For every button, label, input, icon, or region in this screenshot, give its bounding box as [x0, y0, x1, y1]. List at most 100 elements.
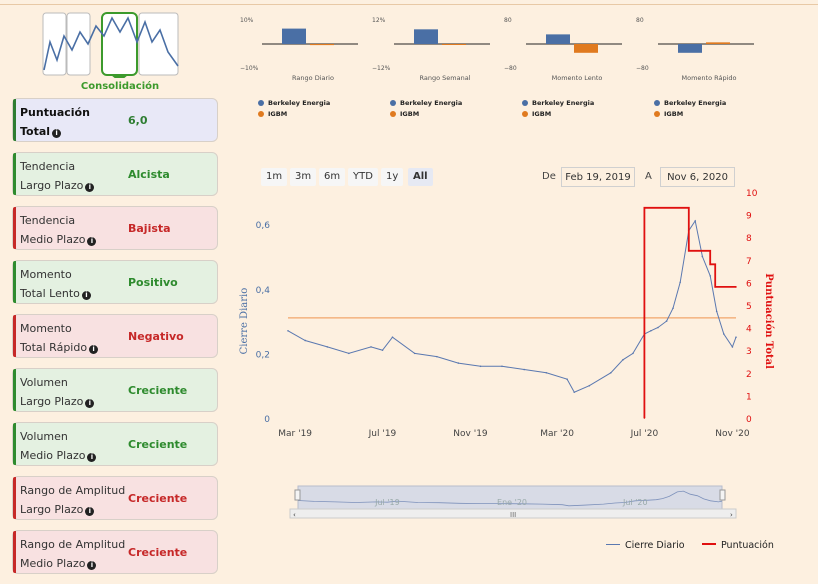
range-button-ytd[interactable]: YTD [348, 168, 378, 186]
scroll-left-arrow[interactable]: ‹ [293, 511, 296, 519]
x-tick-label: Jul '20 [630, 429, 659, 439]
legend-item[interactable]: IGBM [258, 109, 330, 120]
price-point [632, 352, 634, 355]
legend-dot [654, 100, 660, 106]
score-point [687, 249, 690, 252]
mini-bar [546, 34, 570, 44]
range-button-3m[interactable]: 3m [290, 168, 317, 186]
info-icon[interactable]: i [87, 561, 97, 570]
mini-legend: Berkeley Energia IGBM [522, 98, 594, 120]
card-accent-bar [13, 531, 16, 573]
card-accent-bar [13, 315, 16, 357]
info-icon[interactable]: i [85, 183, 95, 192]
legend-score-swatch [702, 543, 716, 545]
price-point [566, 378, 568, 381]
score-point [709, 263, 712, 266]
score-card[interactable]: Rango de Amplitud Medio Plazo i Creciente [12, 530, 218, 574]
info-icon[interactable]: i [85, 399, 95, 408]
range-button-6m[interactable]: 6m [319, 168, 346, 186]
navigator-handle-left[interactable] [294, 489, 301, 501]
card-line2: Medio Plazo i [20, 557, 97, 570]
mini-ytick-top: 80 [504, 17, 512, 24]
y-tick-label: 0,6 [256, 221, 271, 231]
to-date-input[interactable]: Nov 6, 2020 [660, 167, 735, 187]
y2-tick-label: 7 [746, 257, 752, 267]
score-card[interactable]: Tendencia Medio Plazo i Bajista [12, 206, 218, 250]
legend-series-a: Berkeley Energia [664, 99, 727, 107]
card-line1: Tendencia [20, 160, 76, 173]
top-divider [0, 4, 818, 5]
navigator-label: Jul '20 [622, 498, 648, 507]
score-card[interactable]: Momento Total Lento i Positivo [12, 260, 218, 304]
score-card[interactable]: Volumen Medio Plazo i Creciente [12, 422, 218, 466]
y2-tick-label: 5 [746, 302, 752, 312]
info-icon[interactable]: i [89, 345, 99, 354]
legend-item[interactable]: Berkeley Energia [258, 98, 330, 109]
range-button-1y[interactable]: 1y [381, 168, 404, 186]
mini-bar [678, 44, 702, 53]
price-point [501, 365, 503, 368]
price-point [370, 346, 372, 348]
score-card[interactable]: Tendencia Largo Plazo i Alcista [12, 152, 218, 196]
navigator-mask[interactable] [297, 485, 723, 513]
legend-score[interactable]: Puntuación [702, 540, 774, 551]
price-point [326, 346, 329, 348]
card-accent-bar [13, 207, 16, 249]
mini-ytick-bottom: −80 [636, 65, 649, 72]
from-label: De [542, 171, 556, 182]
scroll-right-arrow[interactable]: › [730, 511, 733, 519]
price-point [545, 371, 548, 374]
score-card[interactable]: Rango de Amplitud Largo Plazo i Creciente [12, 476, 218, 520]
mini-legend: Berkeley Energia IGBM [390, 98, 462, 120]
navigator-handle-right[interactable] [719, 489, 726, 501]
legend-series-b: IGBM [532, 110, 552, 118]
legend-item[interactable]: IGBM [390, 109, 462, 120]
mini-ytick-top: 12% [372, 17, 386, 24]
card-value: Negativo [128, 330, 184, 343]
price-point [731, 346, 734, 348]
price-point [723, 333, 725, 335]
x-tick-label: Mar '20 [540, 429, 574, 439]
from-date-input[interactable]: Feb 19, 2019 [561, 167, 635, 187]
navigator-series [297, 490, 723, 507]
info-icon[interactable]: i [52, 129, 62, 138]
info-icon[interactable]: i [85, 507, 95, 516]
price-point [588, 384, 591, 387]
info-icon[interactable]: i [81, 291, 91, 300]
card-line2-text: Largo Plazo [20, 179, 84, 192]
price-point [694, 220, 697, 222]
legend-dot [390, 111, 396, 117]
legend-item[interactable]: IGBM [654, 109, 726, 120]
y2-tick-label: 6 [746, 279, 752, 289]
legend-price-label: Cierre Diario [625, 540, 685, 551]
legend-item[interactable]: Berkeley Energia [654, 98, 726, 109]
card-value: Creciente [128, 384, 188, 397]
score-card[interactable]: Momento Total Rápido i Negativo [12, 314, 218, 358]
legend-item[interactable]: IGBM [522, 109, 594, 120]
card-value: Creciente [128, 492, 188, 505]
y-tick-label: 0,2 [256, 350, 270, 360]
y2-tick-label: 4 [746, 325, 752, 335]
price-point [650, 329, 652, 332]
navigator-scrollbar[interactable] [289, 508, 737, 519]
score-card[interactable]: Volumen Largo Plazo i Creciente [12, 368, 218, 412]
card-line2: Largo Plazo i [20, 395, 95, 408]
card-accent-bar [13, 477, 16, 519]
legend-item[interactable]: Berkeley Energia [522, 98, 594, 109]
navigator[interactable]: Jul '19 Ene '20 Jul '20 ‹ › III [289, 485, 737, 519]
mini-bar [414, 29, 438, 44]
legend-item[interactable]: Berkeley Energia [390, 98, 462, 109]
price-series-line [287, 219, 737, 393]
info-icon[interactable]: i [87, 237, 97, 246]
legend-dot [654, 111, 660, 117]
card-line2: Medio Plazo i [20, 449, 97, 462]
x-tick-label: Mar '19 [278, 429, 312, 439]
range-button-1m[interactable]: 1m [261, 168, 288, 186]
info-icon[interactable]: i [87, 453, 97, 462]
mini-bar [442, 44, 466, 45]
range-button-all[interactable]: All [408, 168, 433, 186]
card-line2-text: Total [20, 125, 51, 138]
scroll-grip[interactable]: III [510, 511, 516, 519]
score-card[interactable]: Puntuación Total i 6,0 [12, 98, 218, 142]
legend-price[interactable]: Cierre Diario [606, 540, 685, 551]
